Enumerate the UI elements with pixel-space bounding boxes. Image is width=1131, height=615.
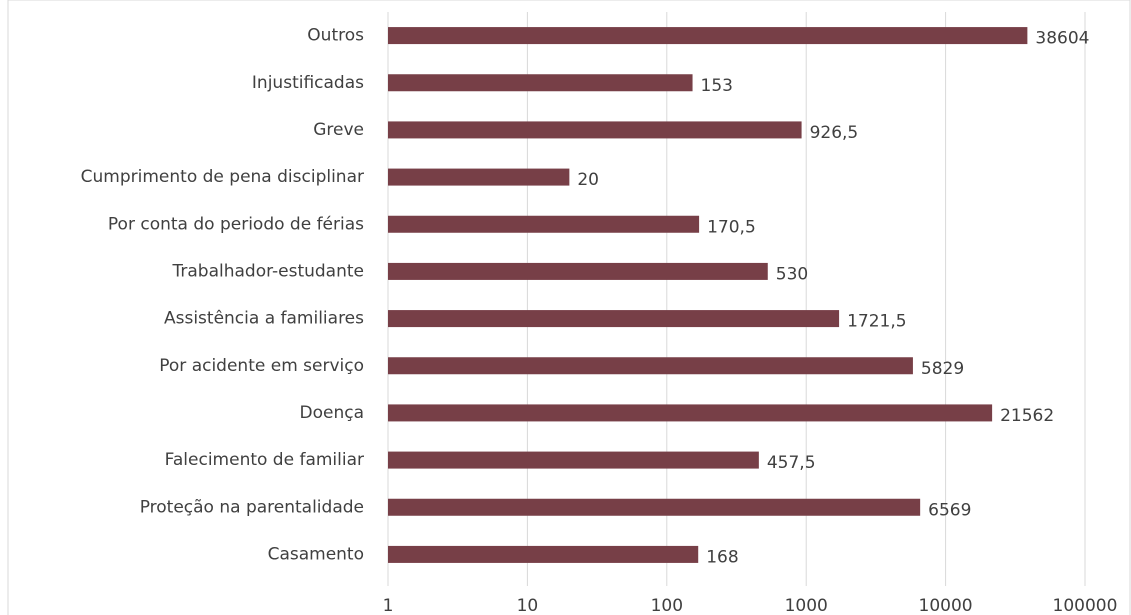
- x-tick-label: 100000: [1053, 596, 1118, 615]
- y-tick-label: Doença: [300, 403, 365, 423]
- x-tick-label: 1: [383, 596, 394, 615]
- data-label: 6569: [928, 500, 971, 520]
- bar: [388, 27, 1028, 45]
- x-tick-label: 10: [517, 596, 539, 615]
- data-label: 21562: [1000, 406, 1054, 426]
- y-tick-label: Greve: [313, 120, 364, 140]
- x-tick-label: 1000: [785, 596, 828, 615]
- bar: [388, 262, 768, 280]
- y-tick-label: Por conta do periodo de férias: [108, 214, 364, 234]
- data-label: 5829: [921, 359, 964, 379]
- bar: [388, 545, 699, 563]
- bar: [388, 357, 913, 375]
- y-tick-label: Outros: [307, 26, 364, 46]
- bar: [388, 74, 693, 92]
- y-tick-label: Proteção na parentalidade: [140, 497, 364, 517]
- data-label: 530: [776, 264, 808, 284]
- y-tick-label: Trabalhador-estudante: [171, 261, 364, 281]
- chart-frame: [7, 0, 1131, 615]
- bar: [388, 121, 802, 139]
- data-label: 20: [577, 170, 599, 190]
- data-label: 1721,5: [847, 312, 906, 332]
- data-label: 457,5: [767, 453, 816, 473]
- bar: [388, 215, 700, 233]
- y-tick-label: Injustificadas: [252, 73, 364, 93]
- y-tick-label: Falecimento de familiar: [165, 450, 364, 470]
- bar: [388, 498, 921, 516]
- bar: [388, 168, 570, 186]
- y-tick-label: Por acidente em serviço: [159, 356, 364, 376]
- bar: [388, 451, 759, 469]
- data-label: 926,5: [810, 123, 859, 143]
- data-label: 153: [701, 76, 733, 96]
- bar: [388, 404, 993, 422]
- x-tick-label: 100: [651, 596, 683, 615]
- data-label: 168: [706, 547, 738, 567]
- bar: [388, 310, 840, 328]
- x-tick-label: 10000: [919, 596, 973, 615]
- y-tick-label: Casamento: [268, 544, 364, 564]
- data-label: 170,5: [707, 217, 756, 237]
- y-tick-label: Assistência a familiares: [164, 309, 364, 329]
- data-label: 38604: [1035, 29, 1089, 49]
- y-tick-label: Cumprimento de pena disciplinar: [81, 167, 364, 187]
